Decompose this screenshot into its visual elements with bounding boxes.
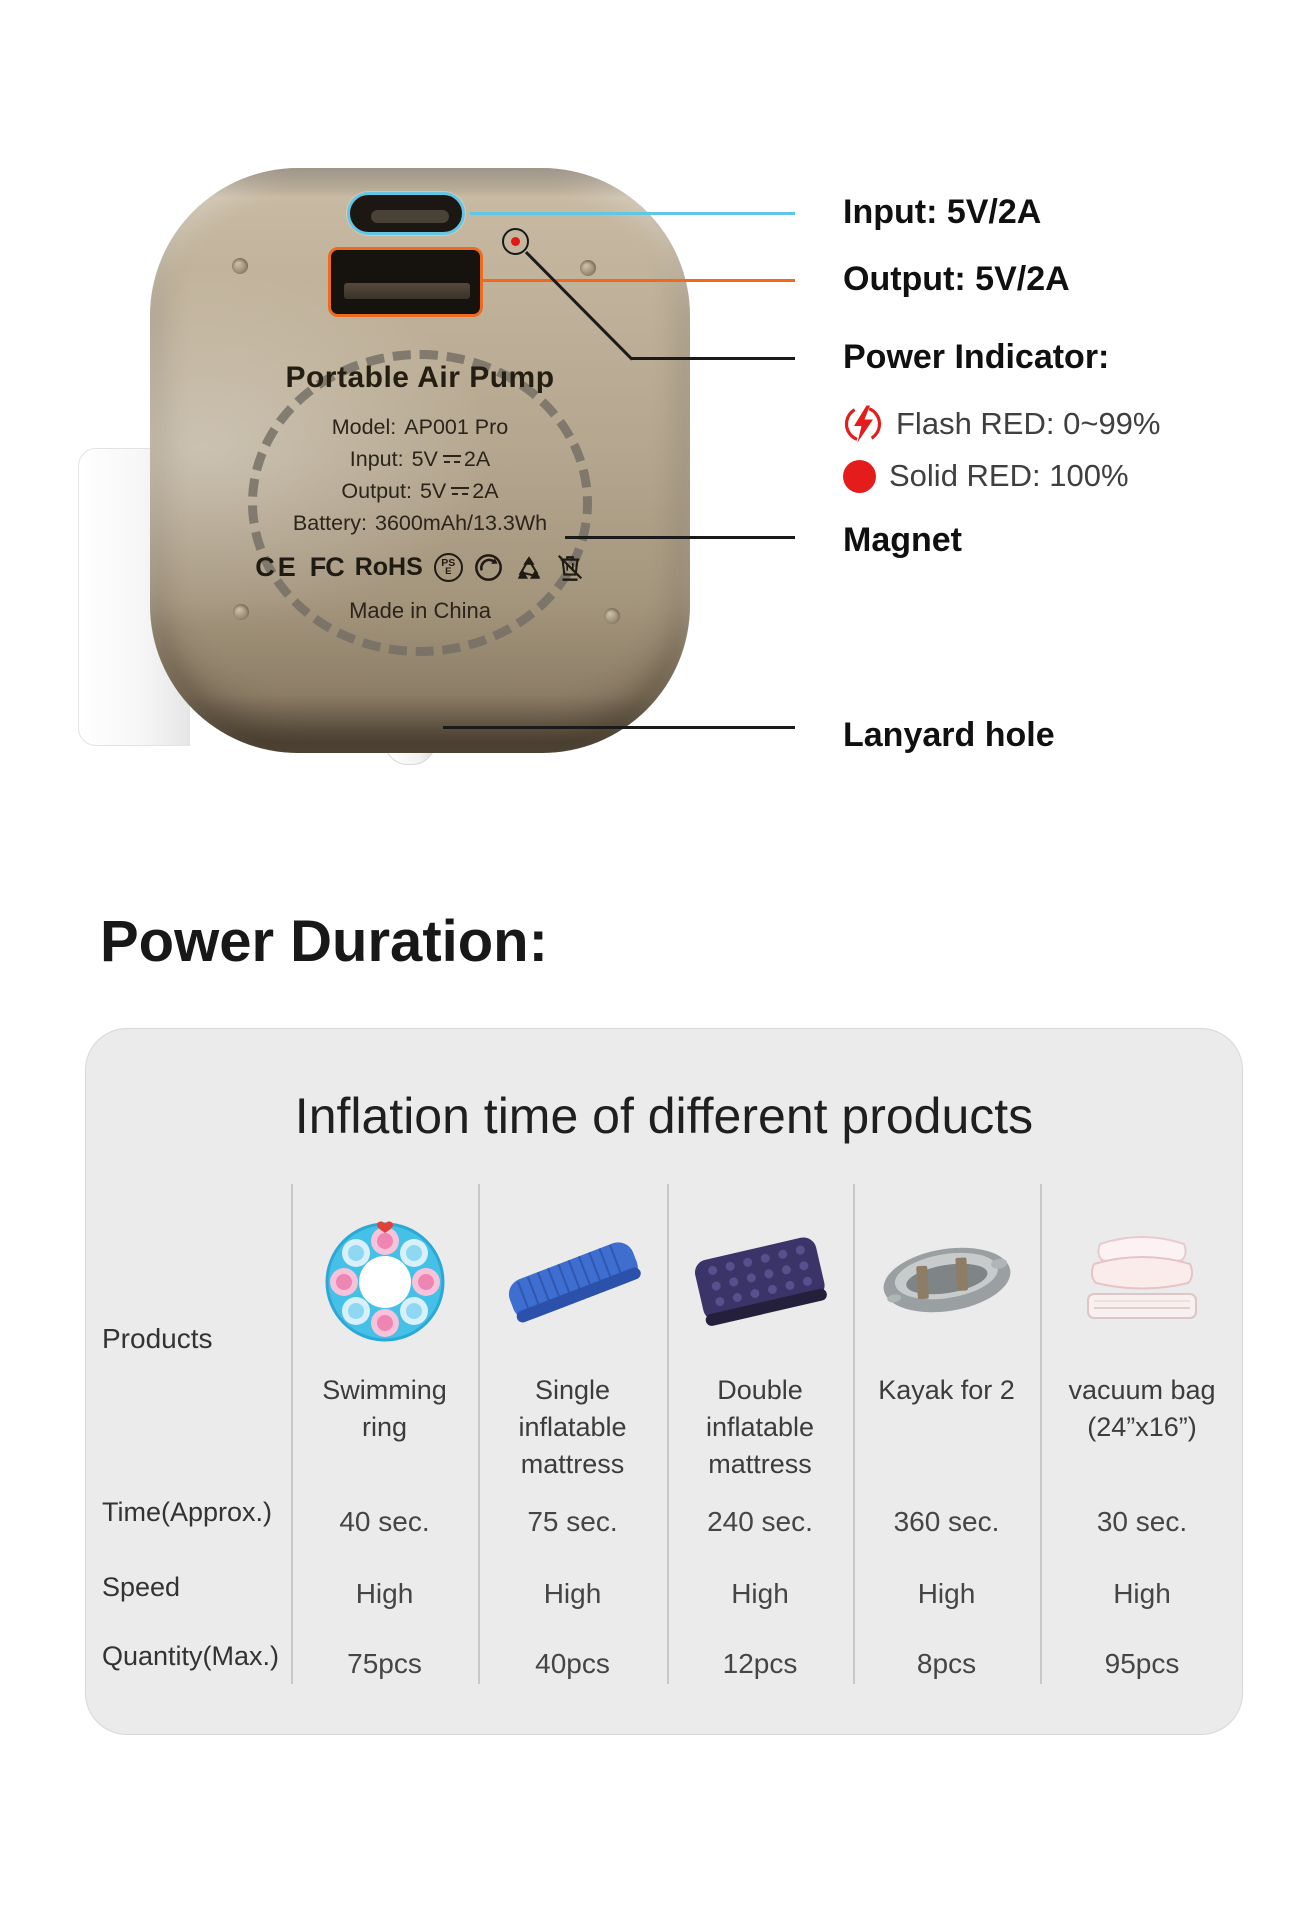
kayak-icon (883, 1247, 1010, 1313)
table-title: Inflation time of different products (294, 1088, 1034, 1144)
product-speed-value: High (355, 1578, 414, 1609)
product-name: vacuum bag (24”x16”) (1068, 1375, 1216, 1442)
vacuum-bag-icon (1087, 1236, 1197, 1319)
solid-red-dot-icon (843, 459, 876, 493)
solid-red-label: Solid RED: 100% (889, 458, 1129, 493)
weee-bin-icon (557, 554, 582, 581)
row-header-quantity: Quantity(Max.) (102, 1641, 280, 1671)
input-callout-label: Input: 5V/2A (843, 193, 1042, 231)
product-image (478, 1206, 667, 1354)
inflation-table-card: Inflation time of different products Pro… (85, 1028, 1243, 1735)
callout-line-lanyard (443, 726, 795, 729)
product-time-value: 240 sec. (707, 1506, 813, 1537)
screw-dimple (232, 258, 248, 274)
single-mattress-icon (508, 1242, 641, 1323)
made-in-print: Made in China (349, 598, 491, 623)
double-mattress-icon (694, 1237, 827, 1326)
callout-line-input (470, 212, 795, 215)
recycle-icon (517, 555, 541, 579)
product-quantity-value: 75pcs (347, 1648, 422, 1679)
product-name: Swimming ring (322, 1375, 447, 1442)
device-spec-line: Battery: 3600mAh/13.3Wh (292, 511, 548, 535)
usb-c-slot (371, 210, 449, 223)
usb-a-output-port (328, 247, 483, 317)
fcc-mark-icon: FC (309, 551, 345, 582)
section-title: Power Duration: (100, 909, 548, 974)
device-spec-line: Output: 5V 2A (341, 479, 499, 503)
product-quantity-value: 95pcs (1104, 1648, 1180, 1679)
screw-dimple (580, 260, 596, 276)
device-spec-print: Model: AP001 Pro Input: 5V 2A Output: 5V 2A Batt… (150, 411, 690, 539)
magnet-callout-label: Magnet (843, 521, 962, 559)
callout-line-indicator (631, 357, 795, 360)
column-divider (667, 1184, 669, 1684)
lanyard-callout-label: Lanyard hole (843, 716, 1055, 754)
product-speed-value: High (917, 1578, 976, 1609)
flash-red-row: Flash RED: 0~99% (843, 404, 1160, 444)
product-name: Single inflatable mattress (518, 1375, 627, 1479)
product-column: Swimming ring 40 sec. High 75pcs (291, 1184, 478, 1686)
air-pump-device-back: Portable Air Pump Model: AP001 Pro Input: 5… (150, 168, 690, 753)
column-divider (1040, 1184, 1042, 1684)
product-column: Single inflatable mattress 75 sec. High … (478, 1184, 667, 1686)
product-image (853, 1206, 1040, 1354)
row-header-time: Time(Approx.) (102, 1497, 273, 1527)
product-time-value: 40 sec. (339, 1506, 430, 1537)
ce-mark-icon: CE (255, 551, 299, 582)
product-image (667, 1206, 853, 1354)
solid-red-row: Solid RED: 100% (843, 458, 1129, 494)
screw-dimple (233, 604, 249, 620)
screw-dimple (604, 608, 620, 624)
product-image (291, 1206, 478, 1354)
product-column: Double inflatable mattress 240 sec. High… (667, 1184, 853, 1686)
product-time-value: 75 sec. (527, 1506, 618, 1537)
swimming-ring-icon (325, 1221, 444, 1342)
device-name-print: Portable Air Pump (285, 361, 555, 394)
column-divider (853, 1184, 855, 1684)
usb-a-tongue (344, 283, 470, 299)
column-divider (291, 1184, 293, 1684)
dc-voltage-icon (451, 487, 470, 498)
product-column: Kayak for 2 360 sec. High 8pcs (853, 1184, 1040, 1686)
product-time-value: 30 sec. (1096, 1506, 1188, 1537)
green-dot-icon (474, 553, 502, 581)
product-image (1040, 1206, 1244, 1354)
output-callout-label: Output: 5V/2A (843, 260, 1070, 298)
rohs-mark: RoHS (354, 552, 423, 581)
usb-c-input-port (347, 192, 465, 235)
label-dashed-circle (248, 350, 592, 656)
dc-voltage-icon (442, 455, 461, 466)
column-divider (478, 1184, 480, 1684)
product-name: Double inflatable mattress (705, 1375, 815, 1479)
power-indicator-callout-label: Power Indicator: (843, 338, 1110, 376)
device-spec-line: Model: AP001 Pro (331, 415, 509, 439)
row-header-speed: Speed (102, 1572, 181, 1602)
callout-line-output (481, 279, 795, 282)
product-speed-value: High (543, 1578, 602, 1609)
row-header-products: Products (102, 1323, 213, 1354)
product-name: Kayak for 2 (878, 1375, 1015, 1405)
callout-line-magnet (565, 536, 795, 539)
device-spec-line: Input: 5V 2A (349, 447, 491, 471)
product-speed-value: High (731, 1578, 789, 1609)
product-quantity-value: 12pcs (722, 1648, 798, 1679)
flash-red-label: Flash RED: 0~99% (896, 406, 1161, 441)
pse-mark-icon: PS E (433, 552, 463, 582)
product-column: vacuum bag (24”x16”) 30 sec. High 95pcs (1040, 1184, 1244, 1686)
product-speed-value: High (1113, 1578, 1171, 1609)
power-led-dot (511, 237, 520, 246)
flash-red-icon (844, 405, 882, 443)
certification-marks: CE FC RoHS PS E (150, 550, 690, 584)
power-led-indicator (502, 228, 529, 255)
product-quantity-value: 40pcs (535, 1648, 610, 1679)
product-time-value: 360 sec. (893, 1506, 1000, 1537)
product-quantity-value: 8pcs (916, 1648, 977, 1679)
